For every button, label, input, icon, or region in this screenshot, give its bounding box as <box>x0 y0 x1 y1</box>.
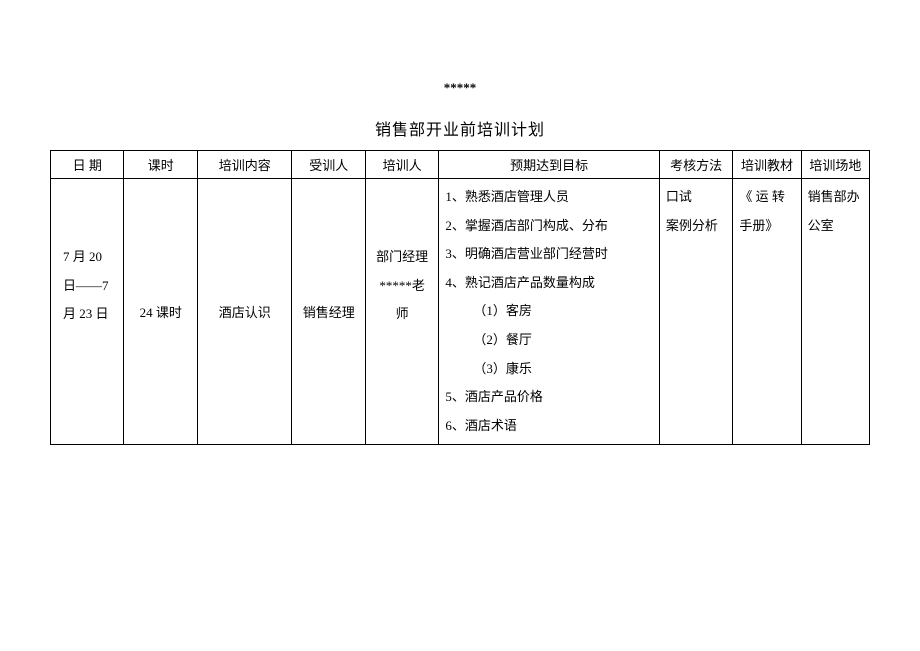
header-trainee: 受训人 <box>292 151 365 179</box>
date-line-2: 日——7 <box>63 272 117 301</box>
header-date: 日 期 <box>51 151 124 179</box>
venue-line-2: 公室 <box>808 212 863 241</box>
table-row: 7 月 20 日——7 月 23 日 24 课时 酒店认识 销售经理 部门经理 … <box>51 179 870 445</box>
cell-method: 口试 案例分析 <box>659 179 732 445</box>
page-title: 销售部开业前培训计划 <box>50 116 870 140</box>
cell-goals: 1、熟悉酒店管理人员 2、掌握酒店部门构成、分布 3、明确酒店营业部门经营时 4… <box>439 179 659 445</box>
header-method: 考核方法 <box>659 151 732 179</box>
material-line-2: 手册》 <box>739 212 794 241</box>
goal-1: 1、熟悉酒店管理人员 <box>445 183 652 212</box>
goal-4a: （1）客房 <box>445 297 652 326</box>
header-goals: 预期达到目标 <box>439 151 659 179</box>
training-plan-table: 日 期 课时 培训内容 受训人 培训人 预期达到目标 考核方法 培训教材 培训场… <box>50 150 870 445</box>
header-venue: 培训场地 <box>801 151 869 179</box>
method-2: 案例分析 <box>666 212 726 241</box>
goal-4c: （3）康乐 <box>445 355 652 384</box>
goal-4: 4、熟记酒店产品数量构成 <box>445 269 652 298</box>
material-line-1: 《 运 转 <box>739 183 794 212</box>
goal-5: 5、酒店产品价格 <box>445 383 652 412</box>
goal-3: 3、明确酒店营业部门经营时 <box>445 240 652 269</box>
cell-hours: 24 课时 <box>124 179 197 445</box>
date-line-3: 月 23 日 <box>63 300 117 329</box>
cell-date: 7 月 20 日——7 月 23 日 <box>51 179 124 445</box>
cell-material: 《 运 转 手册》 <box>733 179 801 445</box>
cell-content: 酒店认识 <box>197 179 291 445</box>
cell-trainee: 销售经理 <box>292 179 365 445</box>
cell-venue: 销售部办 公室 <box>801 179 869 445</box>
goal-2: 2、掌握酒店部门构成、分布 <box>445 212 652 241</box>
goal-4b: （2）餐厅 <box>445 326 652 355</box>
header-content: 培训内容 <box>197 151 291 179</box>
header-trainer: 培训人 <box>365 151 438 179</box>
header-stars: ***** <box>50 80 870 96</box>
method-1: 口试 <box>666 183 726 212</box>
trainer-line-1: 部门经理 <box>372 243 432 272</box>
trainer-line-3: 师 <box>372 300 432 329</box>
date-line-1: 7 月 20 <box>63 243 117 272</box>
venue-line-1: 销售部办 <box>808 183 863 212</box>
goal-6: 6、酒店术语 <box>445 412 652 441</box>
cell-trainer: 部门经理 *****老 师 <box>365 179 438 445</box>
table-header-row: 日 期 课时 培训内容 受训人 培训人 预期达到目标 考核方法 培训教材 培训场… <box>51 151 870 179</box>
trainer-line-2: *****老 <box>372 272 432 301</box>
header-hours: 课时 <box>124 151 197 179</box>
header-material: 培训教材 <box>733 151 801 179</box>
